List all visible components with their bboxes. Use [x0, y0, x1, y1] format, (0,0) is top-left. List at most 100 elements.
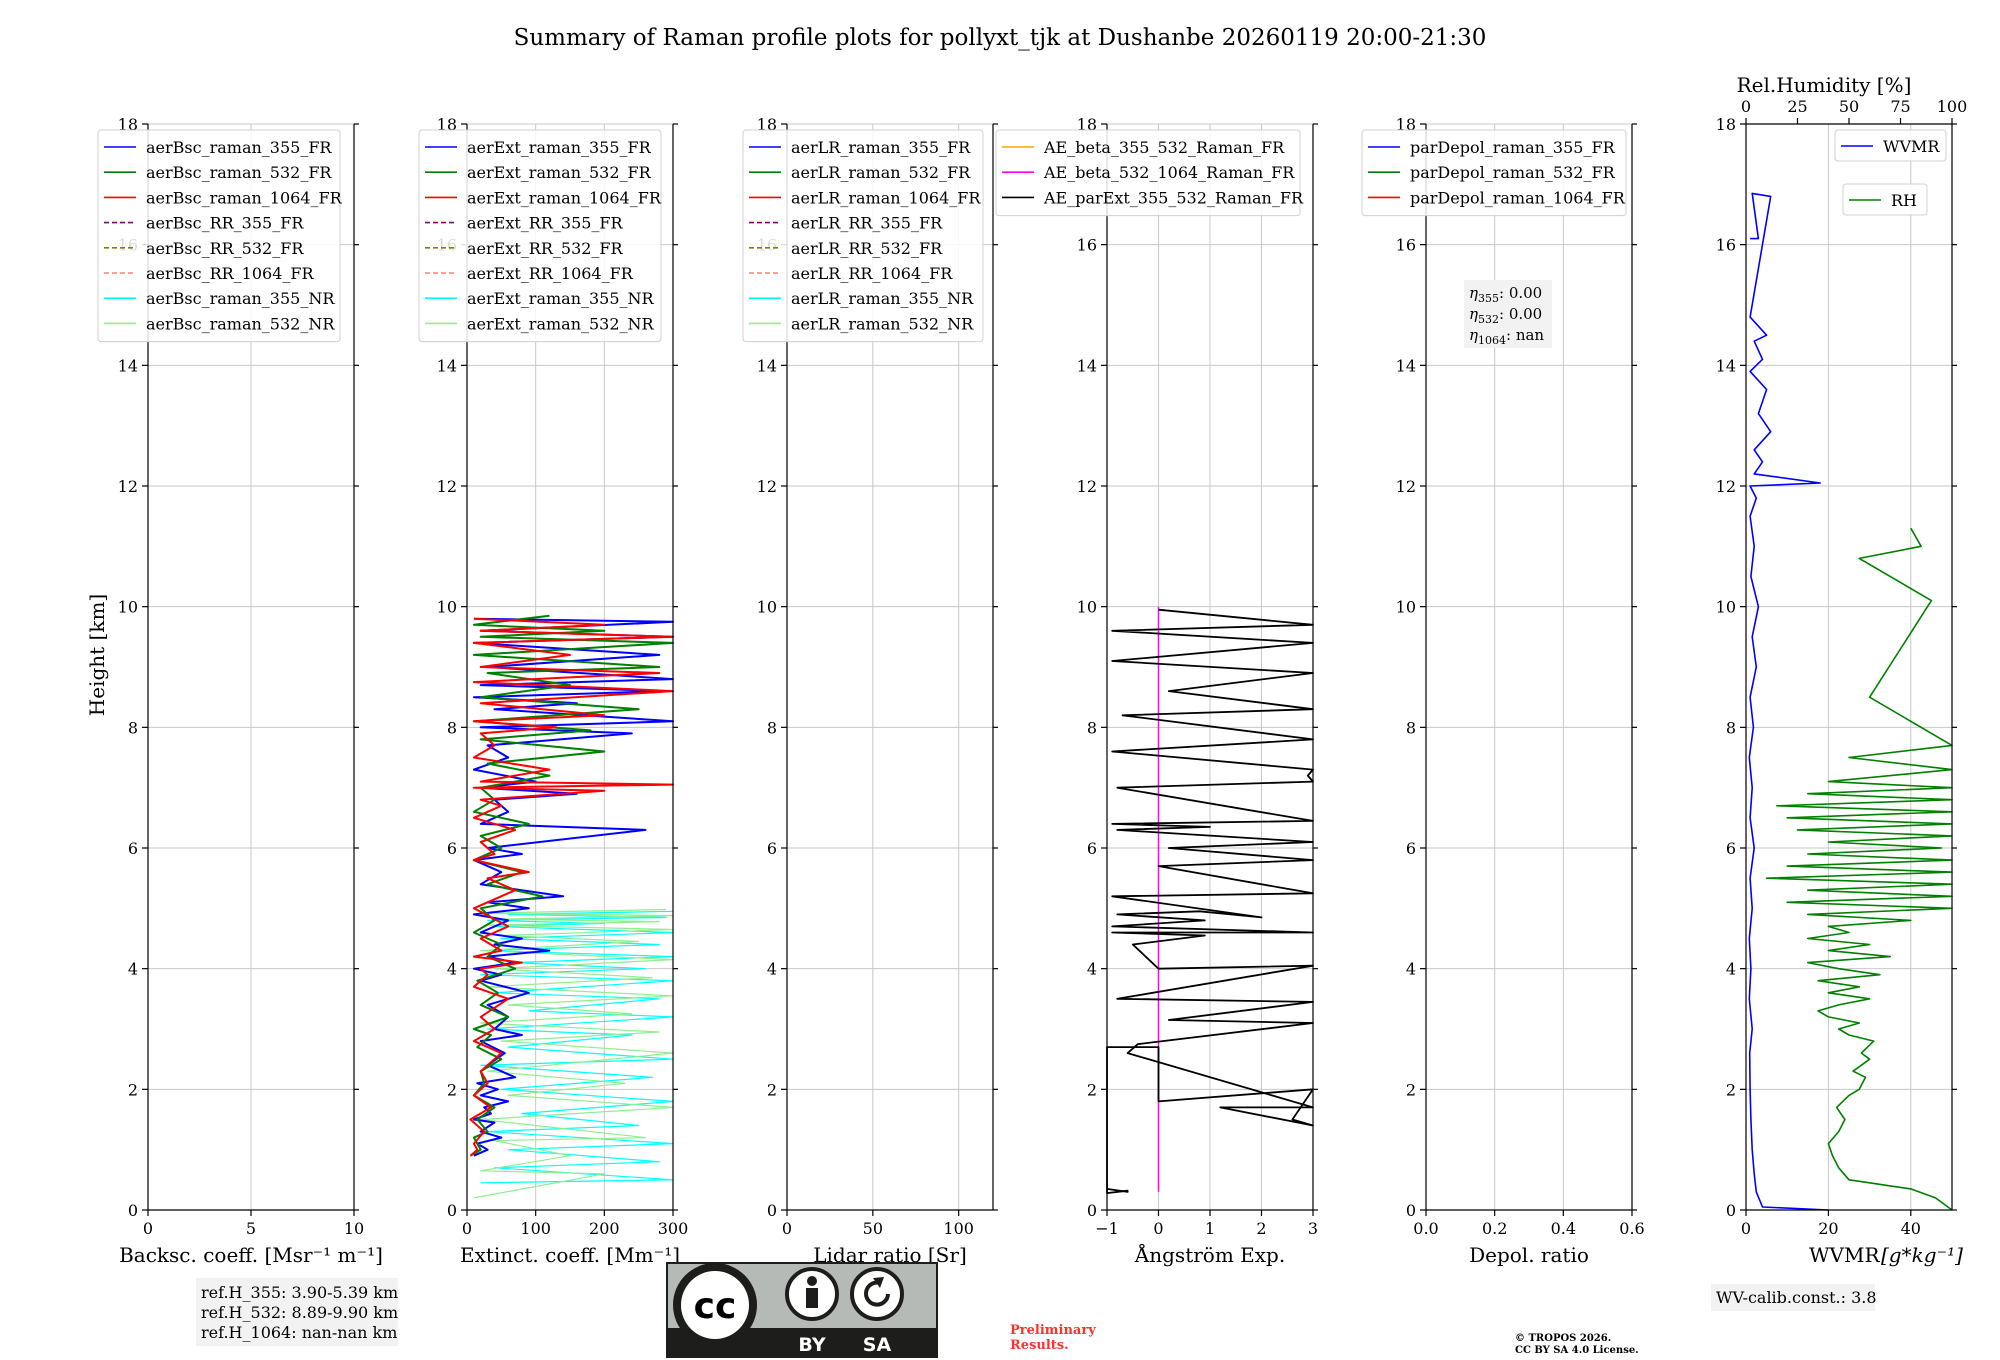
extinction-ytick-label: 4: [447, 960, 457, 979]
depolarization-panel: 0 2 4 6 8 10 12 14 16 18 0.0 0.2 0.4 0.6 Depol. ratio p…: [1361, 115, 1645, 1267]
lidar-ratio-legend-label: aerLR_raman_532_NR: [791, 314, 974, 333]
preliminary-line1: Preliminary: [1010, 1323, 1096, 1338]
ref-h-1064: ref.H_1064: nan-nan km: [201, 1323, 397, 1342]
eta-532: η532: 0.00: [1469, 305, 1542, 326]
angstrom-ytick-label: 12: [1077, 477, 1097, 496]
depolarization-ytick-label: 16: [1396, 236, 1416, 255]
lidar-ratio-legend-label: aerLR_RR_355_FR: [791, 214, 943, 233]
extinction-legend-label: aerExt_raman_1064_FR: [467, 188, 662, 207]
depolarization-xlabel: Depol. ratio: [1469, 1243, 1589, 1267]
extinction-legend-box: [418, 129, 662, 343]
water-vapor-legend-label: WVMR: [1883, 137, 1940, 156]
preliminary-line2: Results.: [1010, 1338, 1069, 1353]
angstrom-ytick-label: 14: [1077, 356, 1097, 375]
angstrom-ytick-label: 2: [1087, 1080, 1097, 1099]
angstrom-ytick-label: 6: [1087, 839, 1097, 858]
lidar-ratio-panel: 024681012141618050100Lidar ratio [Sr]aer…: [742, 115, 998, 1267]
lidar-ratio-legend-label: aerLR_RR_1064_FR: [791, 264, 953, 283]
ref-height-box: ref.H_355: 3.90-5.39 km ref.H_532: 8.89-…: [196, 1278, 398, 1346]
extinction-ytick-label: 10: [437, 598, 457, 617]
extinction-series-aerExt_raman_532_NR: [473, 908, 674, 1199]
depolarization-xtick-label: 0.4: [1551, 1219, 1576, 1238]
water-vapor-ytick-label: 4: [1726, 960, 1736, 979]
water-vapor-xtick-label: 20: [1818, 1219, 1838, 1238]
water-vapor-series-RH: [1765, 527, 1953, 1211]
lidar-ratio-ytick-label: 0: [767, 1201, 777, 1220]
depolarization-ytick-label: 4: [1406, 960, 1416, 979]
backscatter-ytick-label: 4: [128, 960, 138, 979]
wv-calib-text: WV-calib.const.: 3.8: [1716, 1288, 1877, 1307]
angstrom-ytick-label: 16: [1077, 236, 1097, 255]
water-vapor-top-xlabel: Rel.Humidity [%]: [1737, 73, 1912, 97]
extinction-legend-label: aerExt_RR_1064_FR: [467, 264, 634, 283]
sa-arrow-path: [864, 1280, 890, 1307]
badge-by: BY: [798, 1334, 825, 1356]
backscatter-legend-label: aerBsc_raman_532_NR: [146, 314, 335, 333]
angstrom-xtick-label: −1: [1095, 1219, 1119, 1238]
angstrom-xtick-label: 1: [1205, 1219, 1215, 1238]
angstrom-xtick-label: 0: [1153, 1219, 1163, 1238]
angstrom-ytick-label: 8: [1087, 718, 1097, 737]
depolarization-xtick-label: 0.0: [1413, 1219, 1438, 1238]
depolarization-legend-box: [1361, 129, 1627, 217]
depolarization-ytick-label: 0: [1406, 1201, 1416, 1220]
water-vapor-top-xtick-label: 0: [1741, 97, 1751, 116]
angstrom-legend-label: AE_beta_532_1064_Raman_FR: [1043, 163, 1295, 182]
depolarization-xtick-label: 0.6: [1619, 1219, 1644, 1238]
extinction-legend-label: aerExt_raman_355_FR: [467, 138, 652, 157]
angstrom-ytick-label: 0: [1087, 1201, 1097, 1220]
depolarization-ytick-label: 6: [1406, 839, 1416, 858]
water-vapor-xlabel-unit: [g*kg⁻¹]: [1881, 1243, 1963, 1267]
lidar-ratio-ytick-label: 14: [757, 356, 777, 375]
extinction-series-aerExt_raman_355_NR: [480, 910, 674, 1184]
water-vapor-ytick-label: 14: [1716, 356, 1736, 375]
extinction-ytick-label: 14: [437, 356, 457, 375]
extinction-xtick-label: 200: [589, 1219, 620, 1238]
water-vapor-top-xtick-label: 100: [1937, 97, 1968, 116]
lidar-ratio-ytick-label: 6: [767, 839, 777, 858]
depolarization-ytick-label: 8: [1406, 718, 1416, 737]
backscatter-xtick-label: 10: [344, 1219, 364, 1238]
extinction-ytick-label: 6: [447, 839, 457, 858]
water-vapor-ytick-label: 12: [1716, 477, 1736, 496]
angstrom-ytick-label: 18: [1077, 115, 1097, 134]
water-vapor-ytick-label: 6: [1726, 839, 1736, 858]
depolarization-legend-label: parDepol_raman_1064_FR: [1410, 188, 1626, 207]
water-vapor-ytick-label: 2: [1726, 1080, 1736, 1099]
water-vapor-legend-box: [1842, 183, 1928, 216]
extinction-ytick-label: 18: [437, 115, 457, 134]
eta-355: η355: 0.00: [1469, 284, 1542, 305]
extinction-series-aerExt_raman_355_FR: [472, 617, 674, 1157]
depolarization-ytick-label: 10: [1396, 598, 1416, 617]
water-vapor-ytick-label: 0: [1726, 1201, 1736, 1220]
wv-calib-box: WV-calib.const.: 3.8: [1711, 1284, 1877, 1311]
ref-h-532: ref.H_532: 8.89-9.90 km: [201, 1303, 398, 1322]
backscatter-legend-label: aerBsc_RR_532_FR: [146, 239, 304, 258]
angstrom-legend-box: [995, 129, 1301, 217]
water-vapor-ytick-label: 16: [1716, 236, 1736, 255]
lidar-ratio-ytick-label: 2: [767, 1080, 777, 1099]
water-vapor-legend-label: RH: [1891, 191, 1917, 210]
lidar-ratio-legend-label: aerLR_raman_1064_FR: [791, 188, 981, 207]
lidar-ratio-ytick-label: 18: [757, 115, 777, 134]
badge-sa: SA: [863, 1334, 892, 1356]
lidar-ratio-ytick-label: 10: [757, 598, 777, 617]
extinction-panel: 0246810121416180100200300Extinct. coeff.…: [418, 115, 689, 1267]
profile-panels: 0246810121416180510Backsc. coeff. [Msr⁻¹…: [97, 73, 1968, 1267]
backscatter-panel: 0246810121416180510Backsc. coeff. [Msr⁻¹…: [97, 115, 383, 1267]
extinction-xtick-label: 300: [658, 1219, 689, 1238]
backscatter-ytick-label: 14: [118, 356, 138, 375]
by-person-head: [807, 1276, 817, 1286]
eta-1064: η1064: nan: [1469, 326, 1544, 347]
water-vapor-xtick-label: 0: [1741, 1219, 1751, 1238]
depolarization-ytick-label: 14: [1396, 356, 1416, 375]
backscatter-ytick-label: 18: [118, 115, 138, 134]
extinction-ytick-label: 2: [447, 1080, 457, 1099]
lidar-ratio-legend-label: aerLR_raman_355_NR: [791, 289, 974, 308]
backscatter-ytick-label: 6: [128, 839, 138, 858]
copyright-line2: CC BY SA 4.0 License.: [1515, 1345, 1639, 1356]
water-vapor-ytick-label: 10: [1716, 598, 1736, 617]
extinction-legend-label: aerExt_raman_532_NR: [467, 314, 655, 333]
